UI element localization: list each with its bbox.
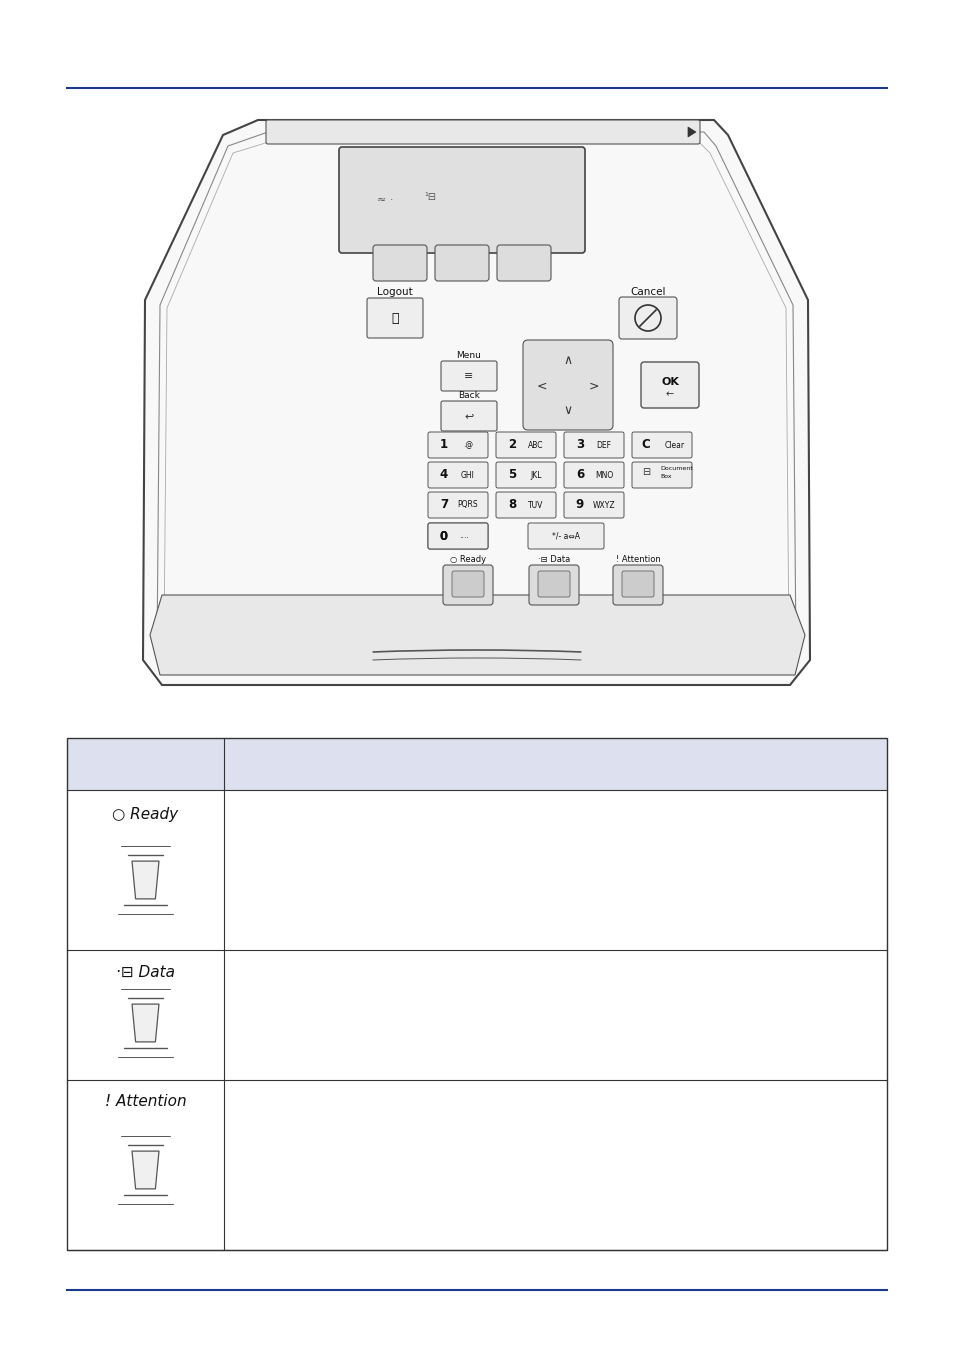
FancyBboxPatch shape [367,298,422,338]
FancyBboxPatch shape [497,244,551,281]
Text: WXYZ: WXYZ [592,501,615,509]
FancyBboxPatch shape [428,522,488,549]
FancyBboxPatch shape [529,566,578,605]
Text: 4: 4 [439,468,448,482]
Text: ○ Ready: ○ Ready [450,555,485,564]
Text: MNO: MNO [595,471,613,479]
Text: ! Attention: ! Attention [615,555,659,564]
Text: PQRS: PQRS [457,501,477,509]
Text: 6: 6 [576,468,583,482]
Text: ←: ← [665,389,674,400]
Text: 0: 0 [439,529,448,543]
Text: */- a⇔A: */- a⇔A [552,532,579,540]
FancyBboxPatch shape [440,401,497,431]
FancyBboxPatch shape [428,522,488,549]
Text: Logout: Logout [376,288,413,297]
Polygon shape [132,1152,159,1189]
FancyBboxPatch shape [435,244,489,281]
Text: OK: OK [660,377,679,387]
Polygon shape [687,127,696,136]
Text: ≡: ≡ [464,371,474,381]
FancyBboxPatch shape [640,362,699,408]
Text: TUV: TUV [528,501,543,509]
FancyBboxPatch shape [522,340,613,431]
Text: 2: 2 [507,439,516,451]
Text: ABC: ABC [528,440,543,450]
FancyBboxPatch shape [563,491,623,518]
Text: ○ Ready: ○ Ready [112,807,178,822]
Text: Document: Document [659,467,692,471]
Text: JKL: JKL [530,471,541,479]
Text: 🔒: 🔒 [391,312,398,324]
Text: ∧: ∧ [563,355,572,367]
FancyBboxPatch shape [631,432,691,458]
FancyBboxPatch shape [338,147,584,252]
FancyBboxPatch shape [537,571,569,597]
Text: Cancel: Cancel [630,288,665,297]
Text: C: C [641,439,650,451]
FancyBboxPatch shape [618,297,677,339]
Text: ¹⊟: ¹⊟ [423,192,436,202]
Text: ..: .. [464,532,471,540]
Text: 3: 3 [576,439,583,451]
Text: GHI: GHI [460,471,475,479]
Text: 0: 0 [439,529,448,543]
FancyBboxPatch shape [440,360,497,392]
Text: ·⊟ Data: ·⊟ Data [116,964,174,980]
Text: Box: Box [659,474,671,479]
Polygon shape [132,861,159,899]
Text: ..: .. [459,532,464,540]
FancyBboxPatch shape [527,522,603,549]
FancyBboxPatch shape [452,571,483,597]
Text: ∨: ∨ [563,405,572,417]
Polygon shape [150,595,804,675]
Polygon shape [132,1004,159,1042]
Text: Clear: Clear [664,440,684,450]
FancyBboxPatch shape [428,432,488,458]
FancyBboxPatch shape [621,571,654,597]
Text: 8: 8 [507,498,516,512]
FancyBboxPatch shape [266,120,700,144]
Text: 1: 1 [439,439,448,451]
Text: .@: .@ [462,440,473,450]
Bar [67,738,886,790]
Text: 7: 7 [439,498,448,512]
FancyBboxPatch shape [442,566,493,605]
Text: ! Attention: ! Attention [105,1095,186,1110]
FancyBboxPatch shape [373,244,427,281]
Text: 9: 9 [576,498,583,512]
Text: Menu: Menu [456,351,481,360]
FancyBboxPatch shape [631,462,691,487]
Text: <: < [537,379,547,393]
Text: Back: Back [457,392,479,401]
Text: ⊟: ⊟ [641,467,649,477]
Polygon shape [143,120,809,684]
Text: DEF: DEF [596,440,611,450]
FancyBboxPatch shape [563,432,623,458]
Text: >: > [588,379,598,393]
FancyBboxPatch shape [563,462,623,487]
FancyBboxPatch shape [428,491,488,518]
Text: 5: 5 [507,468,516,482]
FancyBboxPatch shape [496,432,556,458]
FancyBboxPatch shape [428,462,488,487]
FancyBboxPatch shape [496,491,556,518]
Text: ↩: ↩ [464,410,474,421]
Text: ·⊟ Data: ·⊟ Data [537,555,570,564]
FancyBboxPatch shape [613,566,662,605]
Bar [67,738,886,1250]
Text: ≈ ·: ≈ · [376,194,393,205]
FancyBboxPatch shape [496,462,556,487]
